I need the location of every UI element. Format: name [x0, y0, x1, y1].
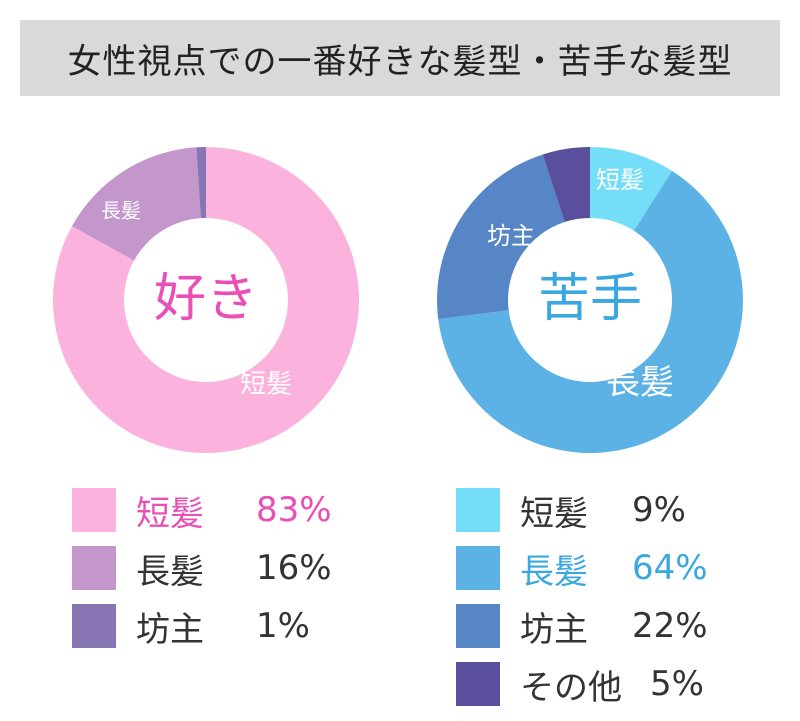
legend-label: 坊主 — [136, 609, 204, 650]
pie-slice-4 — [542, 147, 590, 223]
legend-value: 1% — [256, 606, 310, 646]
pie-slice-3 — [196, 147, 206, 219]
slice-label-3: 坊主 — [487, 222, 535, 250]
legend-item: 坊主 22% — [456, 598, 708, 654]
legend-swatch — [456, 546, 500, 590]
legend-item: 短髪 83% — [72, 482, 332, 538]
legend-item: 坊主 1% — [72, 598, 332, 654]
legend-label: その他 — [520, 667, 622, 708]
slice-label-2: 長髪 — [606, 363, 674, 403]
pie-slice-2 — [71, 147, 201, 261]
slice-label-1: 短髪 — [240, 370, 292, 400]
legend-swatch — [456, 604, 500, 648]
legend-value: 5% — [650, 664, 704, 704]
legend-label: 長髪 — [520, 551, 588, 592]
legend-swatch — [456, 662, 500, 706]
center-label: 苦手 — [538, 269, 642, 329]
legend-dislike: 短髪 9% 長髪 64% 坊主 22% その他 5% — [456, 482, 708, 714]
legend-item: 長髪 64% — [456, 540, 708, 596]
legend-item: 長髪 16% — [72, 540, 332, 596]
legend-value: 64% — [632, 548, 708, 588]
legend-value: 83% — [256, 490, 332, 530]
legend-label: 坊主 — [520, 609, 588, 650]
pie-slice-2 — [438, 170, 743, 454]
legend-value: 9% — [632, 490, 686, 530]
legend-like: 短髪 83% 長髪 16% 坊主 1% — [72, 482, 332, 656]
legend-item: 短髪 9% — [456, 482, 708, 538]
slice-label-2: 長髪 — [101, 199, 141, 223]
page-title: 女性視点での一番好きな髪型・苦手な髪型 — [20, 20, 780, 96]
pie-slice-1 — [53, 147, 359, 454]
pie-slice-1 — [590, 147, 672, 231]
center-label: 好き — [154, 269, 258, 329]
legend-swatch — [456, 488, 500, 532]
legend-value: 16% — [256, 548, 332, 588]
legend-swatch — [72, 546, 116, 590]
legend-swatch — [72, 488, 116, 532]
slice-label-1: 短髪 — [596, 166, 644, 194]
pie-slice-3 — [437, 154, 565, 320]
legend-label: 短髪 — [136, 493, 204, 534]
legend-label: 長髪 — [136, 551, 204, 592]
legend-label: 短髪 — [520, 493, 588, 534]
legend-swatch — [72, 604, 116, 648]
legend-item: その他 5% — [456, 656, 708, 712]
legend-value: 22% — [632, 606, 708, 646]
